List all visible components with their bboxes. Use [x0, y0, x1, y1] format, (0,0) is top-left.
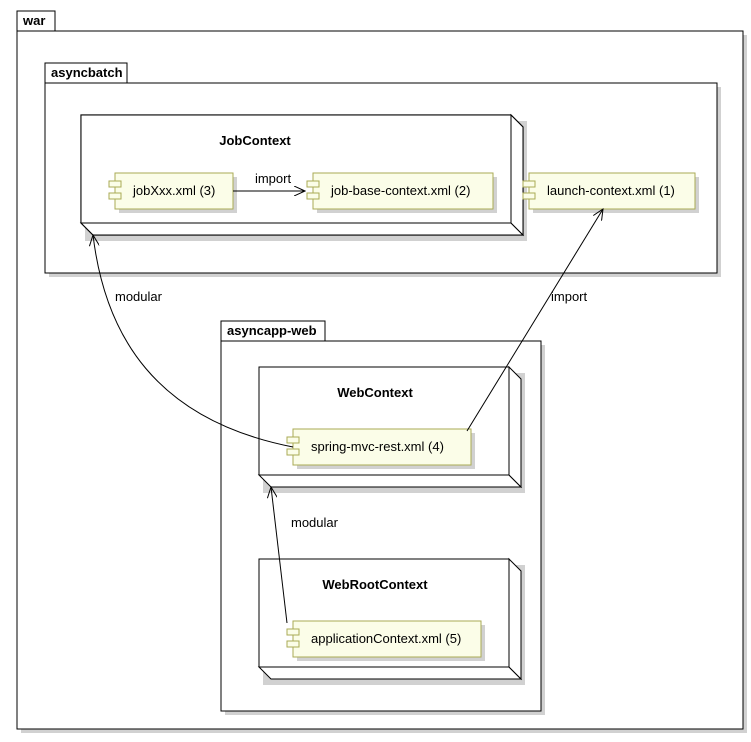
package-asyncbatch-label: asyncbatch — [51, 65, 123, 80]
box-web-context-label: WebContext — [337, 385, 413, 400]
box-web-root-context-label: WebRootContext — [322, 577, 428, 592]
edge-label-modular-2: modular — [291, 515, 339, 530]
component-appctx-label: applicationContext.xml (5) — [311, 631, 461, 646]
package-war-label: war — [22, 13, 45, 28]
edge-label-modular-1: modular — [115, 289, 163, 304]
component-springmvc: spring-mvc-rest.xml (4) — [287, 429, 475, 469]
edge-label-import-1: import — [255, 171, 292, 186]
component-jobxxx: jobXxx.xml (3) — [109, 173, 237, 213]
box-job-context-label: JobContext — [219, 133, 291, 148]
package-asyncapp-web-label: asyncapp-web — [227, 323, 317, 338]
component-launch-label: launch-context.xml (1) — [547, 183, 675, 198]
component-springmvc-label: spring-mvc-rest.xml (4) — [311, 439, 444, 454]
component-jobbase: job-base-context.xml (2) — [307, 173, 497, 213]
component-appctx: applicationContext.xml (5) — [287, 621, 485, 661]
component-jobxxx-label: jobXxx.xml (3) — [132, 183, 215, 198]
component-jobbase-label: job-base-context.xml (2) — [330, 183, 470, 198]
edge-label-import-2: import — [551, 289, 588, 304]
component-launch: launch-context.xml (1) — [523, 173, 699, 213]
